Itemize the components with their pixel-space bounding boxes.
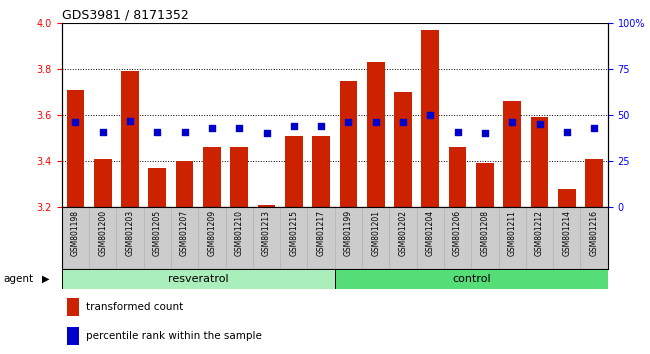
Point: [589, 125, 599, 131]
Point: [562, 129, 572, 135]
Point: [370, 120, 381, 125]
Text: GSM801215: GSM801215: [289, 210, 298, 256]
Bar: [585, 159, 603, 207]
Bar: [339, 81, 358, 207]
Point: [507, 120, 517, 125]
Point: [480, 131, 490, 136]
Text: GSM801211: GSM801211: [508, 210, 517, 256]
Point: [98, 129, 108, 135]
Bar: [230, 147, 248, 207]
Bar: [257, 205, 276, 207]
Bar: [67, 327, 79, 345]
Bar: [203, 147, 221, 207]
Bar: [121, 72, 139, 207]
Point: [425, 112, 436, 118]
Bar: [285, 136, 303, 207]
Bar: [62, 269, 335, 289]
Text: ▶: ▶: [42, 274, 50, 284]
Point: [398, 120, 408, 125]
Bar: [530, 118, 549, 207]
Bar: [558, 189, 576, 207]
Text: GSM801204: GSM801204: [426, 210, 435, 256]
Point: [152, 129, 162, 135]
Text: GSM801205: GSM801205: [153, 210, 162, 256]
Bar: [335, 269, 608, 289]
Text: resveratrol: resveratrol: [168, 274, 229, 284]
Bar: [66, 90, 84, 207]
Bar: [148, 168, 166, 207]
Text: GSM801198: GSM801198: [71, 210, 80, 256]
Text: GSM801203: GSM801203: [125, 210, 135, 256]
Text: GSM801199: GSM801199: [344, 210, 353, 256]
Bar: [394, 92, 412, 207]
Text: percentile rank within the sample: percentile rank within the sample: [86, 331, 262, 341]
Point: [207, 125, 217, 131]
Text: transformed count: transformed count: [86, 302, 183, 312]
Text: GSM801209: GSM801209: [207, 210, 216, 256]
Bar: [94, 159, 112, 207]
Point: [70, 120, 81, 125]
Bar: [448, 147, 467, 207]
Point: [316, 123, 326, 129]
Point: [234, 125, 244, 131]
Bar: [176, 161, 194, 207]
Point: [343, 120, 354, 125]
Text: GSM801213: GSM801213: [262, 210, 271, 256]
Bar: [421, 30, 439, 207]
Point: [179, 129, 190, 135]
Bar: [312, 136, 330, 207]
Text: GSM801217: GSM801217: [317, 210, 326, 256]
Bar: [67, 298, 79, 316]
Point: [452, 129, 463, 135]
Text: GDS3981 / 8171352: GDS3981 / 8171352: [62, 9, 188, 22]
Point: [289, 123, 299, 129]
Text: GSM801200: GSM801200: [98, 210, 107, 256]
Text: GSM801206: GSM801206: [453, 210, 462, 256]
Bar: [367, 62, 385, 207]
Text: GSM801216: GSM801216: [590, 210, 599, 256]
Bar: [503, 101, 521, 207]
Text: agent: agent: [3, 274, 33, 284]
Text: GSM801208: GSM801208: [480, 210, 489, 256]
Text: control: control: [452, 274, 491, 284]
Text: GSM801201: GSM801201: [371, 210, 380, 256]
Point: [125, 118, 135, 124]
Text: GSM801207: GSM801207: [180, 210, 189, 256]
Point: [534, 121, 545, 127]
Bar: [476, 164, 494, 207]
Text: GSM801214: GSM801214: [562, 210, 571, 256]
Text: GSM801210: GSM801210: [235, 210, 244, 256]
Text: GSM801212: GSM801212: [535, 210, 544, 256]
Point: [261, 131, 272, 136]
Text: GSM801202: GSM801202: [398, 210, 408, 256]
